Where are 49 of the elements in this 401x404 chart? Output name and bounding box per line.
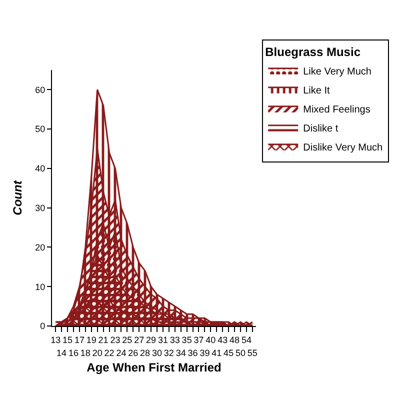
x-tick-label: 22 [104,348,114,358]
x-tick-label: 21 [98,334,108,345]
legend-label: Like Very Much [303,66,372,78]
x-axis-title: Age When First Married [86,360,222,375]
x-tick-label: 36 [188,348,198,358]
x-tick-label: 32 [164,348,174,358]
x-tick-label: 41 [212,348,222,358]
y-tick-label: 0 [40,321,46,332]
legend-label: Like It [303,85,330,96]
legend-label: Mixed Feelings [303,104,370,116]
x-tick-label: 48 [230,334,240,345]
y-tick-label: 20 [35,242,46,252]
x-tick-label: 33 [170,334,180,345]
x-tick-label: 50 [235,348,246,358]
x-tick-label: 26 [128,348,138,358]
x-tick-label: 39 [200,348,210,358]
x-tick-label: 20 [92,348,102,358]
x-tick-label: 24 [116,348,126,358]
x-tick-label: 27 [134,334,144,345]
x-tick-label: 17 [74,334,84,345]
x-tick-label: 28 [140,348,150,358]
x-tick-label: 25 [122,334,132,345]
x-tick-label: 29 [146,334,156,345]
x-tick-label: 18 [80,348,90,358]
x-tick-label: 15 [62,334,73,345]
x-tick-label: 31 [158,334,168,345]
legend-label: Dislike Very Much [303,142,383,154]
x-tick-label: 35 [182,334,192,345]
x-tick-label: 40 [206,334,216,345]
x-tick-label: 19 [86,334,96,345]
legend-label: Dislike t [303,123,338,134]
x-tick-label: 14 [56,348,67,358]
y-tick-label: 40 [35,164,46,174]
x-tick-label: 45 [224,348,234,358]
x-tick-label: 34 [176,348,186,358]
y-tick-label: 30 [35,203,46,213]
x-tick-label: 30 [152,348,162,358]
x-tick-label: 55 [247,348,258,358]
x-tick-label: 23 [110,334,120,345]
legend-title: Bluegrass Music [265,44,361,59]
x-tick-label: 43 [218,334,228,345]
x-tick-label: 13 [50,334,61,345]
y-tick-label: 60 [35,84,46,95]
x-tick-label: 16 [68,348,78,358]
x-tick-label: 54 [241,334,252,345]
y-tick-label: 50 [35,124,46,134]
y-tick-label: 10 [35,282,46,292]
y-axis-title: Count [10,180,24,216]
x-tick-label: 37 [194,334,204,345]
